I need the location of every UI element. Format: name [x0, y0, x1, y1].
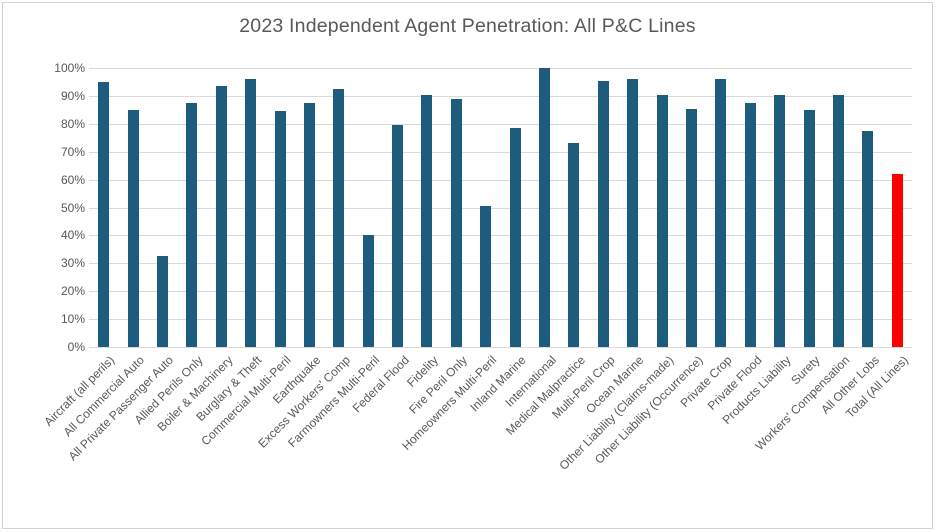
bar-slot [883, 68, 912, 347]
bar [891, 174, 903, 347]
bar-slot [295, 68, 324, 347]
y-axis-tick-label: 0% [67, 340, 85, 354]
bar-slot [89, 68, 118, 347]
bar [744, 102, 756, 347]
bar [186, 102, 198, 347]
bar [362, 235, 374, 347]
bar [333, 88, 345, 347]
gridline [89, 68, 912, 69]
bar [715, 79, 727, 347]
bar [597, 80, 609, 347]
bar-slot [177, 68, 206, 347]
bar [421, 94, 433, 347]
gridline [89, 291, 912, 292]
bar [803, 109, 815, 347]
gridline [89, 347, 912, 348]
gridline [89, 235, 912, 236]
chart-title: 2023 Independent Agent Penetration: All … [239, 15, 696, 37]
bar [156, 256, 168, 347]
bar-slot [824, 68, 853, 347]
bar-slot [471, 68, 500, 347]
y-axis-tick-label: 40% [60, 228, 85, 242]
bar [656, 94, 668, 347]
bar [245, 79, 257, 347]
bar-slot [324, 68, 353, 347]
y-axis-tick-label: 30% [60, 256, 85, 270]
y-axis-tick-label: 20% [60, 284, 85, 298]
bar [774, 94, 786, 347]
bar [568, 143, 580, 347]
y-axis-tick-label: 60% [60, 173, 85, 187]
gridline [89, 180, 912, 181]
bar-slot [618, 68, 647, 347]
bar-slot [677, 68, 706, 347]
y-axis-tick-label: 50% [60, 201, 85, 215]
bar-slot [765, 68, 794, 347]
gridline [89, 263, 912, 264]
y-axis-tick-label: 90% [60, 89, 85, 103]
bar-slot [118, 68, 147, 347]
bar [832, 94, 844, 347]
plot-area: 100% 90% 80% 70% 60% 50% 40% 30% 20% 10% 0% Aircra… [42, 61, 912, 473]
bar-slot [412, 68, 441, 347]
gridline [89, 124, 912, 125]
y-axis: 100% 90% 80% 70% 60% 50% 40% 30% 20% 10% 0% [5, 61, 85, 354]
bar [392, 125, 404, 347]
bar [98, 81, 110, 347]
bar [215, 86, 227, 347]
bar [509, 128, 521, 347]
bar-slot [794, 68, 823, 347]
bar-slot [148, 68, 177, 347]
bar-slot [442, 68, 471, 347]
gridline [89, 319, 912, 320]
bar [303, 102, 315, 347]
y-axis-tick-label: 100% [54, 61, 85, 75]
bar [627, 79, 639, 347]
bar [862, 130, 874, 347]
bar-slot [207, 68, 236, 347]
bar-slot [500, 68, 529, 347]
bar-slot [706, 68, 735, 347]
bar [480, 206, 492, 347]
y-axis-tick-label: 70% [60, 145, 85, 159]
bar [539, 68, 551, 347]
bar-slot [736, 68, 765, 347]
bar-slot [559, 68, 588, 347]
bar [274, 111, 286, 347]
gridline [89, 96, 912, 97]
bar-slot [383, 68, 412, 347]
bar-slot [589, 68, 618, 347]
bar [127, 109, 139, 347]
bar [450, 98, 462, 347]
x-axis: Aircraft (all perils) All Commercial Auto… [42, 353, 912, 513]
bar-slot [236, 68, 265, 347]
y-axis-tick-label: 80% [60, 117, 85, 131]
bar-slot [265, 68, 294, 347]
gridline [89, 152, 912, 153]
bar-slot [647, 68, 676, 347]
bar-slot [354, 68, 383, 347]
bars-container [89, 68, 912, 347]
y-axis-tick-label: 10% [60, 312, 85, 326]
bar-slot [853, 68, 882, 347]
gridline [89, 208, 912, 209]
bar-slot [530, 68, 559, 347]
bar [686, 108, 697, 347]
